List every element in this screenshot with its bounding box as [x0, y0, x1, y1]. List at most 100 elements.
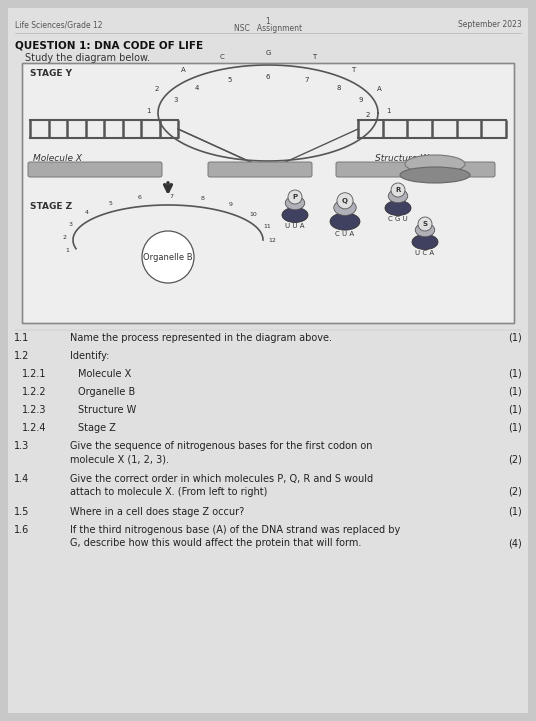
Text: 2: 2	[366, 112, 370, 118]
Text: 11: 11	[263, 224, 271, 229]
Text: 5: 5	[228, 77, 232, 83]
Text: 2: 2	[62, 235, 66, 240]
Text: C: C	[220, 54, 225, 61]
Text: 10: 10	[249, 212, 257, 217]
Text: (1): (1)	[508, 507, 522, 517]
Text: Identify:: Identify:	[70, 351, 109, 361]
Text: (2): (2)	[508, 454, 522, 464]
Text: Life Sciences/Grade 12: Life Sciences/Grade 12	[15, 20, 102, 29]
Text: Structure W: Structure W	[375, 154, 429, 163]
FancyBboxPatch shape	[208, 162, 312, 177]
Text: (1): (1)	[508, 387, 522, 397]
Text: 7: 7	[304, 77, 309, 83]
Text: Study the diagram below.: Study the diagram below.	[25, 53, 150, 63]
Ellipse shape	[282, 208, 308, 223]
Text: G: G	[265, 50, 271, 56]
Text: 3: 3	[173, 97, 178, 103]
Text: 2: 2	[155, 86, 159, 92]
Text: 1.1: 1.1	[14, 333, 29, 343]
Text: Organelle B: Organelle B	[78, 387, 135, 397]
Text: 6: 6	[266, 74, 270, 80]
Bar	[22, 63, 514, 323]
Text: 1.2.4: 1.2.4	[22, 423, 47, 433]
Text: Give the sequence of nitrogenous bases for the first codon on: Give the sequence of nitrogenous bases f…	[70, 441, 373, 451]
Text: 1.6: 1.6	[14, 525, 29, 535]
Text: (4): (4)	[508, 538, 522, 548]
Text: (1): (1)	[508, 423, 522, 433]
Circle shape	[142, 231, 194, 283]
Text: Molecule X: Molecule X	[33, 154, 82, 163]
Ellipse shape	[388, 189, 408, 203]
Text: C U A: C U A	[336, 231, 354, 236]
Text: STAGE Z: STAGE Z	[30, 202, 72, 211]
Text: 4: 4	[195, 85, 199, 91]
Circle shape	[418, 217, 432, 231]
Text: 1.3: 1.3	[14, 441, 29, 451]
Text: 12: 12	[268, 237, 276, 242]
Text: 4: 4	[85, 210, 89, 215]
Ellipse shape	[400, 167, 470, 183]
Text: T: T	[312, 54, 316, 61]
Ellipse shape	[385, 200, 411, 216]
Text: 1.4: 1.4	[14, 474, 29, 484]
Ellipse shape	[405, 155, 465, 173]
Text: Name the process represented in the diagram above.: Name the process represented in the diag…	[70, 333, 332, 343]
FancyBboxPatch shape	[336, 162, 495, 177]
Text: (2): (2)	[508, 487, 522, 497]
Text: (1): (1)	[508, 369, 522, 379]
Text: P: P	[293, 194, 297, 200]
Circle shape	[391, 183, 405, 197]
Text: Give the correct order in which molecules P, Q, R and S would: Give the correct order in which molecule…	[70, 474, 373, 484]
Text: 9: 9	[228, 203, 233, 208]
Text: 8: 8	[337, 85, 341, 91]
Text: Structure W: Structure W	[78, 405, 136, 415]
Text: (1): (1)	[508, 405, 522, 415]
Text: attach to molecule X. (From left to right): attach to molecule X. (From left to righ…	[70, 487, 267, 497]
Text: 3: 3	[69, 222, 73, 227]
Text: 1: 1	[386, 108, 390, 114]
Circle shape	[337, 193, 353, 209]
Text: Stage Z: Stage Z	[78, 423, 116, 433]
Text: 9: 9	[358, 97, 363, 103]
Bar	[22, 63, 514, 323]
Text: 1.2: 1.2	[14, 351, 29, 361]
Text: Molecule X: Molecule X	[78, 369, 131, 379]
Text: R: R	[396, 187, 401, 193]
Text: A: A	[376, 86, 381, 92]
Text: T: T	[351, 67, 355, 73]
Text: molecule X (1, 2, 3).: molecule X (1, 2, 3).	[70, 454, 169, 464]
Text: C G U: C G U	[388, 216, 408, 222]
Text: QUESTION 1: DNA CODE OF LIFE: QUESTION 1: DNA CODE OF LIFE	[15, 40, 203, 50]
Ellipse shape	[412, 234, 438, 249]
Text: 1.2.1: 1.2.1	[22, 369, 47, 379]
Text: U U A: U U A	[285, 223, 305, 229]
Circle shape	[288, 190, 302, 204]
Text: S: S	[422, 221, 428, 227]
Text: Organelle B: Organelle B	[143, 252, 193, 262]
Text: U C A: U C A	[415, 250, 435, 256]
Ellipse shape	[415, 224, 435, 236]
Text: STAGE Y: STAGE Y	[30, 69, 72, 78]
Text: NSC   Assignment: NSC Assignment	[234, 24, 302, 33]
Text: Q: Q	[342, 198, 348, 204]
Ellipse shape	[334, 200, 356, 216]
Text: G, describe how this would affect the protein that will form.: G, describe how this would affect the pr…	[70, 538, 361, 548]
Text: 1.5: 1.5	[14, 507, 29, 517]
Text: 1: 1	[146, 108, 150, 114]
FancyBboxPatch shape	[28, 162, 162, 177]
Text: Where in a cell does stage Z occur?: Where in a cell does stage Z occur?	[70, 507, 244, 517]
Ellipse shape	[285, 196, 305, 210]
Text: (1): (1)	[508, 333, 522, 343]
Ellipse shape	[330, 213, 360, 230]
Text: September 2023: September 2023	[458, 20, 522, 29]
Text: If the third nitrogenous base (A) of the DNA strand was replaced by: If the third nitrogenous base (A) of the…	[70, 525, 400, 535]
Text: 8: 8	[200, 196, 204, 201]
Text: 1.2.3: 1.2.3	[22, 405, 47, 415]
Text: A: A	[181, 67, 185, 73]
Text: 7: 7	[169, 193, 173, 198]
Text: 6: 6	[137, 195, 141, 200]
Text: 1: 1	[266, 17, 270, 26]
Text: 1: 1	[65, 249, 69, 254]
Text: 5: 5	[108, 201, 112, 206]
Text: 1.2.2: 1.2.2	[22, 387, 47, 397]
